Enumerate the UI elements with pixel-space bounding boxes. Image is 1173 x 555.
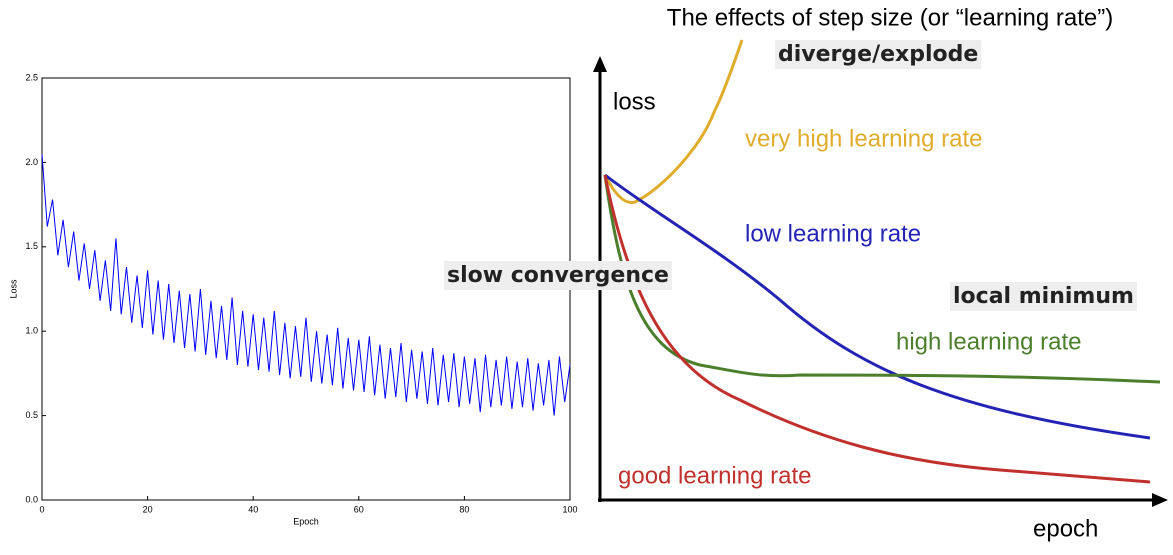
y-arrow xyxy=(593,56,607,72)
curve-very-high xyxy=(603,39,744,205)
x-tick-label: 0 xyxy=(39,504,44,514)
curve-low xyxy=(604,173,1151,440)
curve-high xyxy=(603,174,1161,384)
curve-good xyxy=(603,174,1151,484)
y-tick-label: 2.0 xyxy=(25,157,38,167)
x-tick-label: 20 xyxy=(143,504,153,514)
y-axis-label: Loss xyxy=(8,279,18,299)
annotation-bg xyxy=(775,40,982,69)
x-tick-label: 80 xyxy=(459,504,469,514)
x-tick-label: 100 xyxy=(562,504,577,514)
diagram: The effects of step size (or “learning r… xyxy=(444,4,1168,542)
x-tick-label: 40 xyxy=(248,504,258,514)
x-label: epoch xyxy=(1033,515,1098,542)
y-tick-label: 0.5 xyxy=(25,410,38,420)
curve-label: high learning rate xyxy=(896,328,1081,355)
curve-label: very high learning rate xyxy=(745,125,982,152)
annotation-bg xyxy=(950,282,1137,311)
x-axis-label: Epoch xyxy=(293,516,319,526)
y-tick-label: 0.0 xyxy=(25,494,38,504)
y-tick-label: 2.5 xyxy=(25,72,38,82)
y-label: loss xyxy=(613,88,656,115)
y-tick-label: 1.5 xyxy=(25,241,38,251)
annotation: local minimum xyxy=(953,284,1134,309)
diagram-title: The effects of step size (or “learning r… xyxy=(667,4,1113,31)
annotation: slow convergence xyxy=(447,263,669,288)
annotation-bg xyxy=(444,261,672,290)
curve-label: low learning rate xyxy=(745,220,921,247)
y-tick-label: 1.0 xyxy=(25,326,38,336)
loss-line xyxy=(41,153,571,416)
curve-label: good learning rate xyxy=(618,462,811,489)
x-arrow xyxy=(1152,493,1168,507)
annotation: diverge/explode xyxy=(778,42,978,67)
x-tick-label: 60 xyxy=(354,504,364,514)
